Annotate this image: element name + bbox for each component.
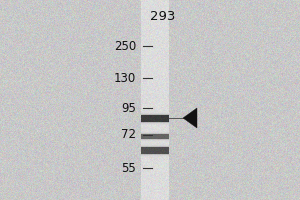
Text: 250: 250 bbox=[114, 40, 136, 52]
Polygon shape bbox=[183, 108, 197, 128]
Text: 72: 72 bbox=[121, 129, 136, 142]
Text: 130: 130 bbox=[114, 72, 136, 84]
Text: 95: 95 bbox=[121, 102, 136, 114]
Text: 55: 55 bbox=[121, 162, 136, 174]
Text: 293: 293 bbox=[150, 10, 176, 23]
